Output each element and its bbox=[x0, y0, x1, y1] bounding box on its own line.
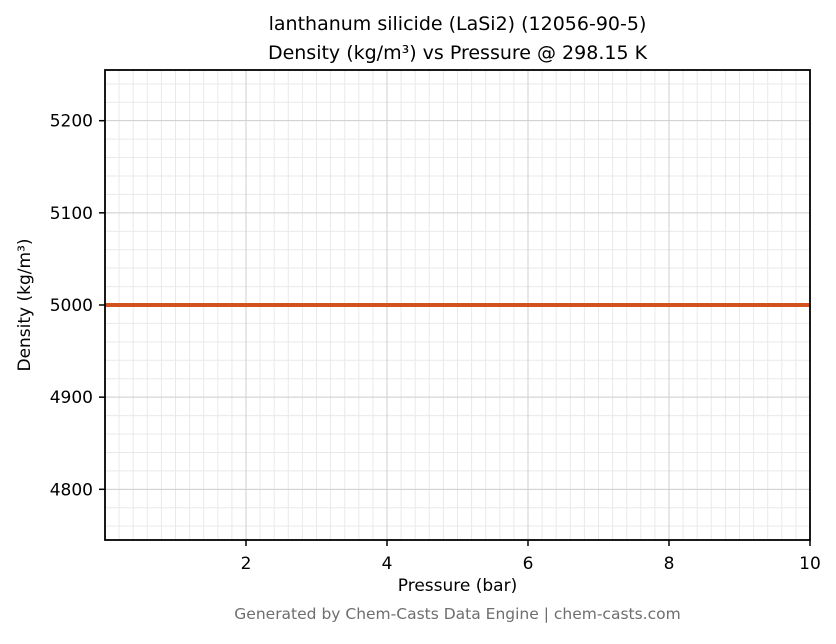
chart-title: lanthanum silicide (LaSi2) (12056-90-5) … bbox=[105, 10, 810, 69]
x-tick-label: 2 bbox=[241, 554, 252, 574]
y-tick-label: 5100 bbox=[50, 204, 93, 224]
x-tick-label: 6 bbox=[523, 554, 534, 574]
y-tick-label: 4800 bbox=[50, 480, 93, 500]
footer-credit: Generated by Chem-Casts Data Engine | ch… bbox=[234, 605, 681, 623]
x-axis-label: Pressure (bar) bbox=[397, 576, 518, 596]
x-tick-label: 10 bbox=[799, 554, 821, 574]
y-tick-label: 5000 bbox=[50, 296, 93, 316]
chart-title-line1: lanthanum silicide (LaSi2) (12056-90-5) bbox=[268, 13, 647, 35]
x-tick-label: 8 bbox=[664, 554, 675, 574]
chart-title-line2: Density (kg/m³) vs Pressure @ 298.15 K bbox=[267, 42, 648, 65]
y-tick-label: 5200 bbox=[50, 112, 93, 132]
x-tick-label: 4 bbox=[382, 554, 393, 574]
y-tick-label: 4900 bbox=[50, 388, 93, 408]
